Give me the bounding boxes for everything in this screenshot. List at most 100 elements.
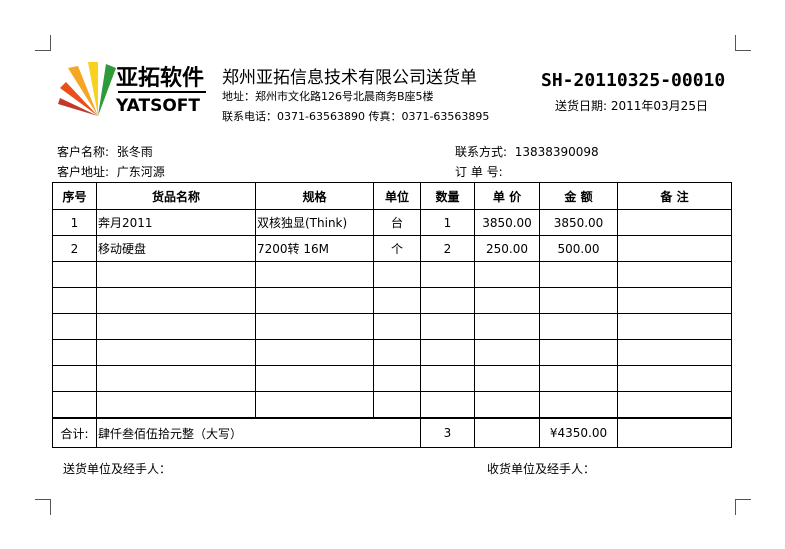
table-cell: 2 <box>420 235 475 262</box>
table-cell <box>420 287 475 314</box>
customer-address-label: 客户地址: <box>57 165 110 179</box>
table-row: 2 移动硬盘 7200转 16M 个 2 250.00 500.00 <box>52 235 732 262</box>
table-cell <box>96 339 256 366</box>
column-header: 序号 <box>52 182 97 210</box>
column-header: 金 额 <box>539 182 618 210</box>
table-cell <box>539 261 618 288</box>
table-cell <box>96 391 256 419</box>
delivery-date-label: 送货日期: <box>555 99 608 113</box>
table-cell <box>617 209 732 236</box>
table-cell: 7200转 16M <box>255 235 374 262</box>
amount-in-words: 肆仟叁佰伍拾元整（大写） <box>96 417 421 448</box>
table-cell <box>474 287 540 314</box>
total-label: 合计: <box>52 417 97 448</box>
crop-mark <box>735 35 751 51</box>
table-cell: 3850.00 <box>474 209 540 236</box>
table-cell <box>96 365 256 392</box>
crop-mark <box>35 35 51 51</box>
table-cell <box>52 287 97 314</box>
table-cell <box>373 365 421 392</box>
total-row: 合计: 肆仟叁佰伍拾元整（大写） 3 ¥4350.00 <box>52 417 732 448</box>
customer-name-value: 张冬雨 <box>116 145 153 159</box>
table-row <box>52 365 732 392</box>
delivery-date: 送货日期: 2011年03月25日 <box>555 97 708 114</box>
table-cell <box>474 313 540 340</box>
table-cell <box>539 313 618 340</box>
logo-en: YATSOFT <box>116 96 201 116</box>
table-cell: 500.00 <box>539 235 618 262</box>
customer-phone-value: 13838390098 <box>514 145 599 159</box>
table-cell <box>420 261 475 288</box>
crop-mark <box>735 499 751 515</box>
column-header: 单位 <box>373 182 421 210</box>
table-row <box>52 391 732 419</box>
table-cell <box>373 313 421 340</box>
table-cell: 奔月2011 <box>96 209 256 236</box>
table-cell <box>539 287 618 314</box>
table-cell <box>373 287 421 314</box>
customer-name: 客户名称: 张冬雨 <box>57 143 153 160</box>
customer-phone-label: 联系方式: <box>455 145 508 159</box>
column-header: 备 注 <box>617 182 732 210</box>
document-number: SH-20110325-00010 <box>541 70 726 91</box>
table-cell <box>420 339 475 366</box>
table-cell: 3850.00 <box>539 209 618 236</box>
customer-address: 客户地址: 广东河源 <box>57 163 165 180</box>
table-cell <box>539 365 618 392</box>
delivery-table: 序号 货品名称 规格 单位 数量单 价金 额备 注 1 奔月2011 双核独显(Think)… <box>52 182 732 448</box>
starburst-icon <box>58 62 116 116</box>
table-cell <box>617 287 732 314</box>
table-cell: 个 <box>373 235 421 262</box>
table-cell <box>255 287 374 314</box>
column-header: 货品名称 <box>96 182 256 210</box>
table-cell: 250.00 <box>474 235 540 262</box>
table-cell <box>52 339 97 366</box>
column-header: 规格 <box>255 182 374 210</box>
table-cell <box>96 261 256 288</box>
company-contact: 联系电话：0371-63563890 传真：0371-63563895 <box>222 110 490 123</box>
table-cell: 1 <box>420 209 475 236</box>
order-number: 订 单 号: <box>455 163 503 180</box>
table-row: 1 奔月2011 双核独显(Think) 台 1 3850.00 3850.00 <box>52 209 732 236</box>
table-cell <box>96 287 256 314</box>
logo: 亚拓软件 YATSOFT <box>58 58 213 120</box>
customer-address-value: 广东河源 <box>116 165 165 179</box>
table-cell <box>617 391 732 419</box>
company-title: 郑州亚拓信息技术有限公司送货单 <box>222 68 477 88</box>
table-cell <box>539 391 618 419</box>
table-cell <box>255 313 374 340</box>
table-cell <box>52 365 97 392</box>
company-address: 地址：郑州市文化路126号北晨商务B座5楼 <box>222 90 434 103</box>
table-cell <box>474 417 540 448</box>
column-header: 数量 <box>420 182 475 210</box>
table-cell <box>617 339 732 366</box>
table-cell <box>474 391 540 419</box>
table-row <box>52 313 732 340</box>
header-row: 序号 货品名称 规格 单位 数量单 价金 额备 注 <box>52 182 732 210</box>
table-cell <box>420 365 475 392</box>
table-cell <box>617 261 732 288</box>
delivery-date-value: 2011年03月25日 <box>610 99 708 113</box>
crop-mark <box>35 499 51 515</box>
logo-cn: 亚拓软件 <box>116 66 205 91</box>
table-row <box>52 287 732 314</box>
table-cell <box>52 391 97 419</box>
table-cell: 台 <box>373 209 421 236</box>
table-cell <box>617 417 732 448</box>
table-cell <box>420 391 475 419</box>
table-cell <box>373 391 421 419</box>
table-cell <box>255 365 374 392</box>
table-cell <box>617 235 732 262</box>
table-cell <box>255 339 374 366</box>
receiver-signature: 收货单位及经手人： <box>487 462 596 476</box>
table-cell <box>474 339 540 366</box>
customer-phone: 联系方式: 13838390098 <box>455 143 599 160</box>
customer-name-label: 客户名称: <box>57 145 110 159</box>
total-quantity: 3 <box>420 417 475 448</box>
table-cell <box>373 339 421 366</box>
column-header: 单 价 <box>474 182 540 210</box>
table-cell: 2 <box>52 235 97 262</box>
table-cell <box>373 261 421 288</box>
table-cell: 1 <box>52 209 97 236</box>
table-cell <box>420 313 475 340</box>
